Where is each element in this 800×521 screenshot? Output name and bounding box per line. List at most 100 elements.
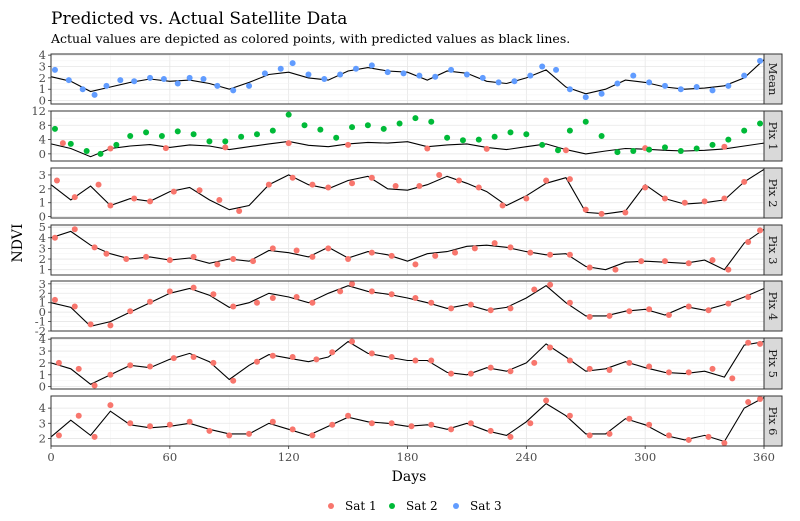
actual-point (246, 430, 253, 437)
y-tick-label: 1 (39, 196, 46, 210)
legend-label: Sat 3 (470, 499, 502, 513)
y-tick-label: 2 (39, 252, 46, 266)
actual-point (325, 245, 332, 252)
actual-point (67, 140, 74, 147)
actual-point (230, 87, 237, 94)
actual-point (709, 87, 716, 94)
actual-point (353, 65, 360, 72)
actual-point (495, 79, 502, 86)
actual-point (745, 339, 752, 346)
actual-point (388, 291, 395, 298)
actual-point (721, 439, 728, 446)
x-tick-label: 360 (753, 450, 775, 464)
actual-point-sat1 (721, 143, 728, 150)
actual-point (289, 60, 296, 67)
actual-point (349, 280, 356, 287)
actual-point (71, 194, 78, 201)
x-tick-label: 300 (634, 450, 656, 464)
actual-point (523, 131, 530, 138)
actual-point (305, 71, 312, 78)
actual-point (349, 124, 356, 131)
actual-point (547, 344, 554, 351)
actual-point (329, 349, 336, 356)
actual-point (368, 350, 375, 357)
actual-point (459, 137, 466, 144)
actual-point (250, 258, 257, 265)
actual-point (452, 249, 459, 256)
chart-title: Predicted vs. Actual Satellite Data (51, 9, 347, 29)
actual-point (75, 412, 82, 419)
y-tick-label: 3 (39, 241, 46, 255)
facet-strip (763, 280, 783, 332)
actual-point (253, 358, 260, 365)
actual-point (416, 183, 423, 190)
actual-point (289, 426, 296, 433)
actual-point (309, 432, 316, 439)
actual-point (709, 257, 716, 264)
actual-point (543, 177, 550, 184)
actual-point (428, 421, 435, 428)
actual-point (598, 133, 605, 139)
y-tick-label: -2 (35, 324, 46, 338)
actual-point (214, 261, 221, 268)
actual-point (646, 146, 653, 153)
actual-point (91, 382, 98, 389)
actual-point (190, 353, 197, 360)
actual-point (127, 133, 134, 139)
y-tick-label: 0 (39, 94, 46, 108)
actual-point (396, 120, 403, 127)
actual-point (285, 111, 292, 118)
y-tick-label: 0 (39, 210, 46, 224)
y-tick-label: 3 (39, 168, 46, 182)
actual-point (598, 210, 605, 217)
actual-point (147, 198, 154, 205)
y-tick-label: 5 (39, 220, 46, 234)
actual-point (566, 357, 573, 364)
actual-point (131, 78, 138, 85)
actual-point (681, 199, 688, 206)
actual-point (392, 183, 399, 190)
actual-point (677, 148, 684, 154)
actual-point (507, 305, 514, 312)
actual-point (83, 148, 90, 154)
actual-point (527, 72, 534, 79)
actual-point (661, 258, 668, 265)
actual-point (51, 66, 58, 73)
actual-point (186, 418, 193, 425)
actual-point (566, 251, 573, 258)
actual-point (705, 433, 712, 440)
actual-point (107, 322, 114, 329)
actual-point (206, 138, 213, 145)
actual-point (368, 420, 375, 427)
legend: Sat 1 Sat 2 Sat 3 (328, 499, 502, 513)
actual-point (475, 184, 482, 191)
y-tick-label: 1 (39, 263, 46, 277)
actual-point (638, 258, 645, 265)
actual-point (586, 432, 593, 439)
actual-point-sat1 (483, 145, 490, 152)
actual-point (642, 184, 649, 191)
y-tick-label: 0 (39, 380, 46, 394)
actual-point (665, 369, 672, 376)
actual-point (432, 252, 439, 259)
actual-point (380, 125, 387, 132)
actual-point (71, 226, 78, 233)
actual-point (646, 421, 653, 428)
actual-point (388, 353, 395, 360)
actual-point (448, 66, 455, 73)
actual-point (693, 145, 700, 152)
y-tick-label: 3 (39, 416, 46, 430)
actual-point (127, 308, 134, 315)
actual-point (444, 134, 451, 141)
actual-point (448, 426, 455, 433)
actual-point (364, 122, 371, 129)
actual-point (487, 364, 494, 371)
actual-point (166, 421, 173, 428)
facet-strip (763, 110, 783, 162)
x-tick-label: 0 (47, 450, 54, 464)
actual-point-sat1 (285, 140, 292, 147)
actual-point (428, 357, 435, 364)
actual-point (349, 338, 356, 345)
actual-point (416, 72, 423, 79)
